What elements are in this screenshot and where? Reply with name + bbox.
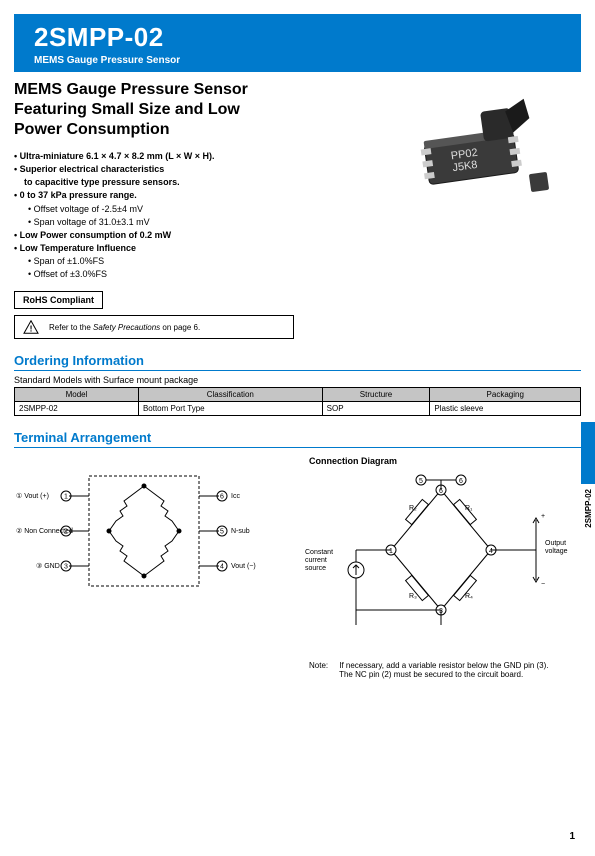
svg-text:source: source — [305, 565, 326, 572]
main-title-line: Featuring Small Size and Low — [14, 101, 240, 118]
table-cell: 2SMPP-02 — [15, 402, 139, 416]
main-title: MEMS Gauge Pressure Sensor Featuring Sma… — [14, 80, 324, 140]
pin-6-label: Icc — [231, 493, 240, 500]
svg-text:R₄: R₄ — [465, 593, 473, 600]
warning-icon: ! — [23, 320, 39, 334]
table-header: Structure — [322, 388, 430, 402]
pin-4-label: Vout (−) — [231, 563, 256, 570]
svg-text:R₂: R₂ — [409, 505, 417, 512]
connection-diagram-title: Connection Diagram — [309, 456, 581, 466]
feature-item: Low Power consumption of 0.2 mW — [14, 229, 581, 241]
diagram-row: 1 ① Vout (+) 2 ② Non Connected 3 ③ GND 6… — [14, 456, 581, 679]
rohs-badge: RoHS Compliant — [14, 291, 103, 309]
svg-text:!: ! — [30, 324, 33, 334]
part-number-title: 2SMPP-02 — [34, 22, 561, 53]
table-header: Model — [15, 388, 139, 402]
pin-3-label: ③ GND — [36, 562, 60, 570]
svg-text:3: 3 — [439, 608, 443, 615]
svg-text:5: 5 — [419, 478, 423, 485]
side-label: 2SMPP-02 — [584, 489, 593, 528]
pin-2-label: ② Non Connected — [16, 527, 73, 535]
section-title-terminal: Terminal Arrangement — [14, 430, 581, 448]
table-caption: Standard Models with Surface mount packa… — [14, 375, 581, 385]
svg-text:3: 3 — [64, 564, 68, 571]
diagram-note: Note: If necessary, add a variable resis… — [301, 661, 581, 679]
table-cell: Bottom Port Type — [138, 402, 322, 416]
table-cell: SOP — [322, 402, 430, 416]
safety-warning-box: ! Refer to the Safety Precautions on pag… — [14, 315, 294, 339]
warning-text: Refer to the Safety Precautions on page … — [49, 323, 200, 332]
pin-1-label: ① Vout (+) — [16, 492, 49, 500]
svg-text:R₃: R₃ — [409, 593, 417, 600]
feature-item: Low Temperature Influence — [14, 242, 581, 254]
note-line: The NC pin (2) must be secured to the ci… — [339, 670, 523, 679]
page-number: 1 — [569, 831, 575, 842]
feature-item: Offset of ±3.0%FS — [14, 268, 581, 280]
feature-item: Span of ±1.0%FS — [14, 255, 581, 267]
svg-text:1: 1 — [64, 494, 68, 501]
section-title-ordering: Ordering Information — [14, 353, 581, 371]
svg-text:6: 6 — [220, 494, 224, 501]
svg-text:+: + — [541, 513, 545, 520]
svg-text:4: 4 — [489, 548, 493, 555]
note-line: If necessary, add a variable resistor be… — [339, 661, 548, 670]
feature-item: Span voltage of 31.0±3.1 mV — [14, 216, 581, 228]
svg-text:4: 4 — [220, 564, 224, 571]
svg-text:1: 1 — [389, 548, 393, 555]
main-title-line: MEMS Gauge Pressure Sensor — [14, 81, 248, 98]
table-header: Classification — [138, 388, 322, 402]
header-subtitle: MEMS Gauge Pressure Sensor — [34, 55, 561, 66]
table-cell: Plastic sleeve — [430, 402, 581, 416]
svg-text:6: 6 — [439, 488, 443, 495]
table-header: Packaging — [430, 388, 581, 402]
ordering-table: ModelClassificationStructurePackaging 2S… — [14, 387, 581, 416]
note-label: Note: — [309, 661, 337, 670]
svg-text:5: 5 — [220, 529, 224, 536]
svg-text:voltage: voltage — [545, 548, 568, 555]
header-banner: 2SMPP-02 MEMS Gauge Pressure Sensor — [14, 14, 581, 72]
svg-text:Constant: Constant — [305, 549, 333, 556]
svg-text:current: current — [305, 557, 327, 564]
terminal-diagram: 1 ① Vout (+) 2 ② Non Connected 3 ③ GND 6… — [14, 456, 281, 679]
product-photo: PP02 J5K8 — [395, 88, 565, 208]
main-title-line: Power Consumption — [14, 121, 170, 138]
svg-text:Output: Output — [545, 540, 566, 547]
svg-text:−: − — [541, 581, 545, 588]
svg-text:R₁: R₁ — [465, 505, 473, 512]
side-tab — [581, 422, 595, 484]
svg-text:6: 6 — [459, 478, 463, 485]
connection-diagram: Connection Diagram — [301, 456, 581, 679]
pin-5-label: N-sub — [231, 528, 250, 535]
